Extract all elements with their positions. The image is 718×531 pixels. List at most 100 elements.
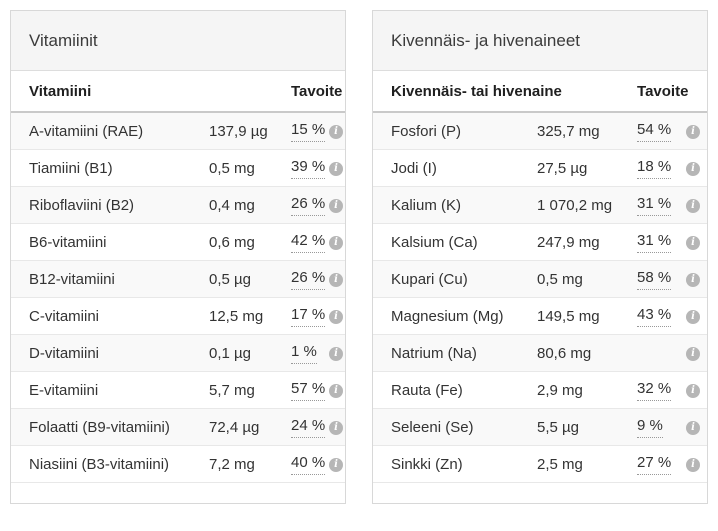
- table-row: C-vitamiini 12,5 mg 17 %: [11, 297, 345, 335]
- info-icon[interactable]: [329, 162, 343, 177]
- target-percent[interactable]: 42 %: [291, 232, 326, 253]
- minerals-card-title: Kivennäis- ja hivenaineet: [373, 11, 707, 71]
- nutrient-amount: 5,5 µg: [537, 419, 580, 436]
- target-percent[interactable]: 9 %: [637, 417, 663, 438]
- nutrient-name: Fosfori (P): [391, 123, 462, 140]
- nutrient-name: A-vitamiini (RAE): [29, 123, 144, 140]
- nutrient-name: Jodi (I): [391, 160, 437, 177]
- info-icon[interactable]: [329, 199, 343, 214]
- table-row: Folaatti (B9-vitamiini) 72,4 µg 24 %: [11, 408, 345, 446]
- nutrient-amount: 0,6 mg: [209, 234, 255, 251]
- target-percent[interactable]: 18 %: [637, 158, 672, 179]
- vitamins-table-body: A-vitamiini (RAE) 137,9 µg 15 % Tiamiini…: [11, 112, 345, 483]
- nutrient-amount: 27,5 µg: [537, 160, 588, 177]
- nutrient-amount: 12,5 mg: [209, 308, 264, 325]
- nutrient-name: E-vitamiini: [29, 382, 99, 399]
- target-percent[interactable]: 43 %: [637, 306, 672, 327]
- table-row: B6-vitamiini 0,6 mg 42 %: [11, 223, 345, 261]
- nutrient-name: Riboflaviini (B2): [29, 197, 135, 214]
- nutrient-amount: 149,5 mg: [537, 308, 600, 325]
- table-header-row: Vitamiini Tavoite: [11, 71, 345, 113]
- table-row: Seleeni (Se) 5,5 µg 9 %: [373, 408, 707, 446]
- info-icon[interactable]: [686, 310, 700, 325]
- target-percent[interactable]: 58 %: [637, 269, 672, 290]
- vitamins-card-title: Vitamiinit: [11, 11, 345, 71]
- table-row: Fosfori (P) 325,7 mg 54 %: [373, 112, 707, 150]
- target-percent[interactable]: 1 %: [291, 343, 317, 364]
- table-row: D-vitamiini 0,1 µg 1 %: [11, 334, 345, 372]
- nutrient-amount: 72,4 µg: [209, 419, 260, 436]
- column-header-name: Kivennäis- tai hivenaine: [373, 71, 638, 113]
- target-percent[interactable]: 31 %: [637, 195, 672, 216]
- target-percent[interactable]: 54 %: [637, 121, 672, 142]
- target-percent[interactable]: 17 %: [291, 306, 326, 327]
- table-row: Riboflaviini (B2) 0,4 mg 26 %: [11, 186, 345, 224]
- target-percent[interactable]: 32 %: [637, 380, 672, 401]
- nutrient-name: Kalsium (Ca): [391, 234, 478, 251]
- info-icon[interactable]: [686, 273, 700, 288]
- table-row: Kalsium (Ca) 247,9 mg 31 %: [373, 223, 707, 261]
- table-row: Magnesium (Mg) 149,5 mg 43 %: [373, 297, 707, 335]
- target-percent[interactable]: 39 %: [291, 158, 326, 179]
- info-icon[interactable]: [329, 384, 343, 399]
- table-row: Kupari (Cu) 0,5 mg 58 %: [373, 260, 707, 298]
- nutrient-amount: 2,9 mg: [537, 382, 583, 399]
- nutrient-amount: 0,5 mg: [537, 271, 583, 288]
- info-icon[interactable]: [329, 125, 343, 140]
- minerals-table-body: Fosfori (P) 325,7 mg 54 % Jodi (I) 27,5 …: [373, 112, 707, 483]
- info-icon[interactable]: [686, 125, 700, 140]
- table-row: Natrium (Na) 80,6 mg: [373, 334, 707, 372]
- table-row: Niasiini (B3-vitamiini) 7,2 mg 40 %: [11, 445, 345, 483]
- table-row: B12-vitamiini 0,5 µg 26 %: [11, 260, 345, 298]
- nutrient-amount: 1 070,2 mg: [537, 197, 613, 214]
- nutrient-name: B6-vitamiini: [29, 234, 107, 251]
- nutrient-name: Kalium (K): [391, 197, 462, 214]
- info-icon[interactable]: [329, 347, 343, 362]
- info-icon[interactable]: [686, 162, 700, 177]
- column-header-name: Vitamiini: [11, 71, 291, 113]
- nutrient-amount: 0,1 µg: [209, 345, 252, 362]
- table-row: Rauta (Fe) 2,9 mg 32 %: [373, 371, 707, 409]
- nutrient-name: Kupari (Cu): [391, 271, 468, 288]
- table-header-row: Kivennäis- tai hivenaine Tavoite: [373, 71, 707, 113]
- minerals-card: Kivennäis- ja hivenaineet Kivennäis- tai…: [372, 10, 708, 504]
- table-row: E-vitamiini 5,7 mg 57 %: [11, 371, 345, 409]
- target-percent[interactable]: 40 %: [291, 454, 326, 475]
- nutrient-amount: 247,9 mg: [537, 234, 600, 251]
- nutrient-amount: 80,6 mg: [537, 345, 592, 362]
- column-header-target: Tavoite: [637, 71, 707, 113]
- nutrient-name: Seleeni (Se): [391, 419, 474, 436]
- target-percent[interactable]: 26 %: [291, 269, 326, 290]
- info-icon[interactable]: [686, 384, 700, 399]
- info-icon[interactable]: [329, 236, 343, 251]
- target-percent[interactable]: 26 %: [291, 195, 326, 216]
- target-percent[interactable]: 15 %: [291, 121, 326, 142]
- nutrient-amount: 2,5 mg: [537, 456, 583, 473]
- target-percent[interactable]: 57 %: [291, 380, 326, 401]
- nutrient-name: Magnesium (Mg): [391, 308, 504, 325]
- info-icon[interactable]: [686, 236, 700, 251]
- info-icon[interactable]: [329, 421, 343, 436]
- nutrient-amount: 0,5 mg: [209, 160, 255, 177]
- info-icon[interactable]: [329, 310, 343, 325]
- column-header-target: Tavoite: [291, 71, 345, 113]
- vitamins-table: Vitamiini Tavoite A-vitamiini (RAE) 137,…: [11, 71, 345, 483]
- nutrient-name: D-vitamiini: [29, 345, 100, 362]
- nutrient-name: Natrium (Na): [391, 345, 477, 362]
- nutrient-amount: 0,4 mg: [209, 197, 255, 214]
- target-percent[interactable]: 31 %: [637, 232, 672, 253]
- nutrient-name: C-vitamiini: [29, 308, 100, 325]
- info-icon[interactable]: [686, 347, 700, 362]
- info-icon[interactable]: [329, 273, 343, 288]
- target-percent[interactable]: 24 %: [291, 417, 326, 438]
- info-icon[interactable]: [686, 458, 700, 473]
- table-row: Kalium (K) 1 070,2 mg 31 %: [373, 186, 707, 224]
- vitamins-card: Vitamiinit Vitamiini Tavoite A-vitamiini…: [10, 10, 346, 504]
- info-icon[interactable]: [329, 458, 343, 473]
- target-percent[interactable]: 27 %: [637, 454, 672, 475]
- nutrient-amount: 325,7 mg: [537, 123, 600, 140]
- nutrient-name: B12-vitamiini: [29, 271, 115, 288]
- info-icon[interactable]: [686, 199, 700, 214]
- info-icon[interactable]: [686, 421, 700, 436]
- table-row: Tiamiini (B1) 0,5 mg 39 %: [11, 149, 345, 187]
